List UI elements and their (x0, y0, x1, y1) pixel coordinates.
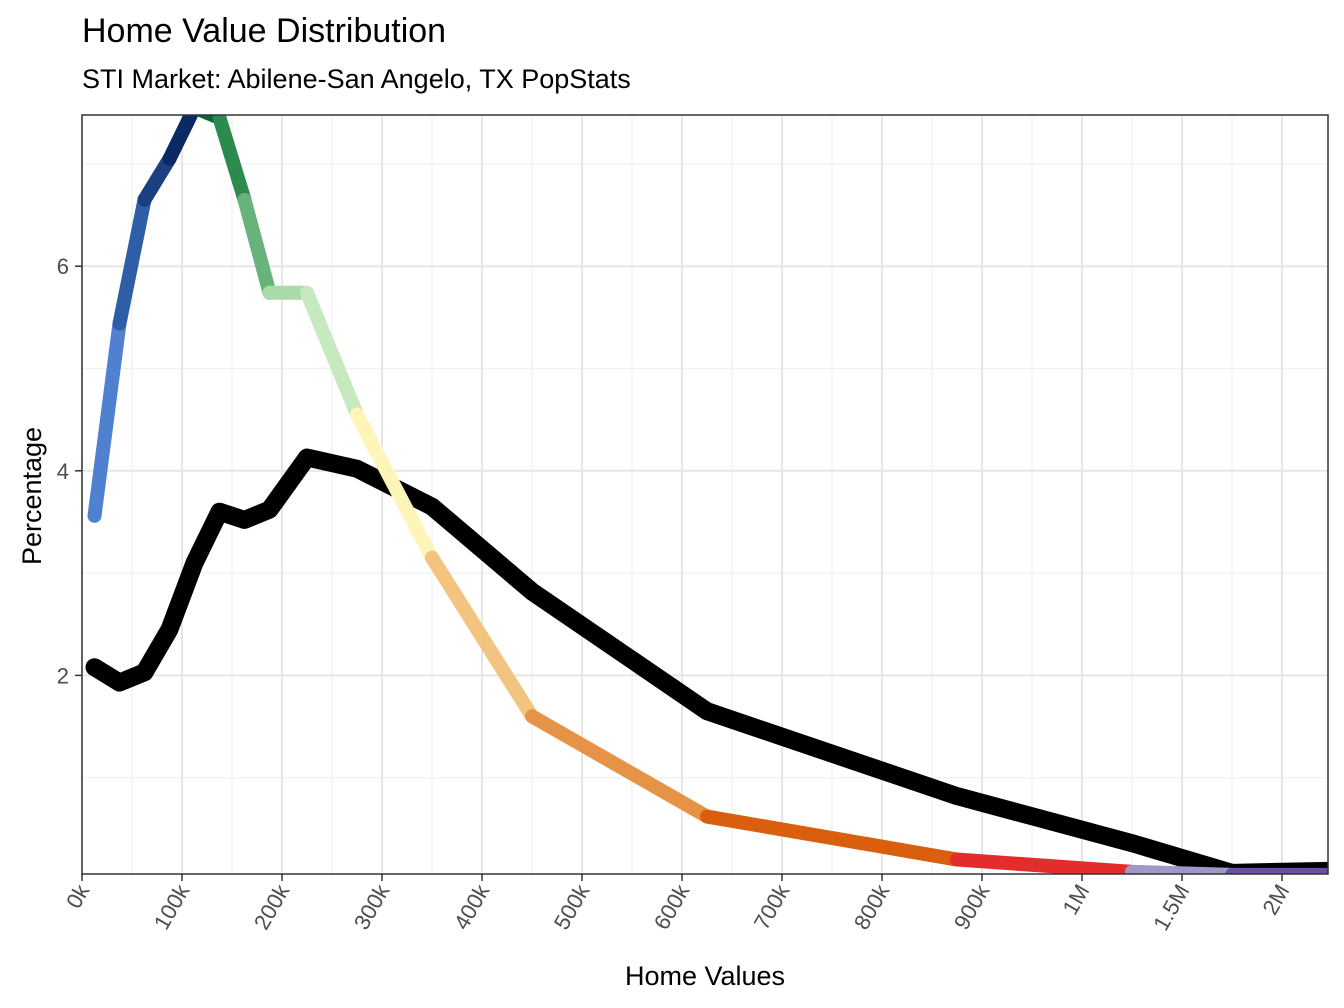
series-segment-8 (300, 285, 364, 422)
x-tick-label: 300k (349, 879, 395, 934)
x-axis-title: Home Values (625, 961, 785, 991)
grid (81, 115, 1328, 874)
chart-title: Home Value Distribution (82, 12, 447, 50)
series-segment-12 (700, 809, 964, 867)
series-segment-2 (137, 151, 177, 207)
chart-subtitle: STI Market: Abilene-San Angelo, TX PopSt… (82, 64, 631, 94)
x-tick-label: 600k (649, 879, 695, 934)
series-segment-10 (425, 550, 539, 724)
series-line-black (85, 448, 1328, 874)
panel-border (81, 114, 1329, 875)
x-tick-label: 400k (449, 879, 495, 934)
series-segment-13 (950, 852, 1139, 874)
x-tick-label: 1M (1057, 880, 1094, 919)
series-segment-9 (350, 407, 439, 565)
x-tick-label: 200k (249, 879, 295, 934)
y-axis: 2 4 6 (57, 254, 82, 688)
x-tick-label: 1.5M (1148, 880, 1194, 935)
x-tick-label: 700k (749, 879, 795, 934)
series-layer (85, 115, 1328, 874)
panel-background (82, 115, 1328, 874)
x-tick-label: 100k (149, 879, 195, 934)
x-tick-label: 900k (949, 879, 995, 934)
y-tick-label: 2 (57, 663, 69, 688)
series-group (85, 115, 1328, 874)
series-segment-0 (87, 316, 127, 523)
series-segment-5 (212, 115, 252, 207)
x-tick-label: 500k (549, 879, 595, 934)
x-tick-label: 0k (61, 879, 95, 912)
y-axis-title: Percentage (17, 427, 47, 565)
y-tick-label: 6 (57, 254, 69, 279)
x-tick-label: 2M (1257, 880, 1294, 919)
series-segment-3 (162, 115, 199, 166)
series-segment-1 (112, 192, 152, 331)
x-axis: 0k 100k 200k 300k 400k 500k 600k 700k 800k 900k 1M… (61, 874, 1294, 935)
y-tick-label: 4 (57, 459, 69, 484)
series-segment-11 (525, 709, 714, 824)
series-segment-6 (237, 192, 277, 300)
x-tick-label: 800k (849, 879, 895, 934)
